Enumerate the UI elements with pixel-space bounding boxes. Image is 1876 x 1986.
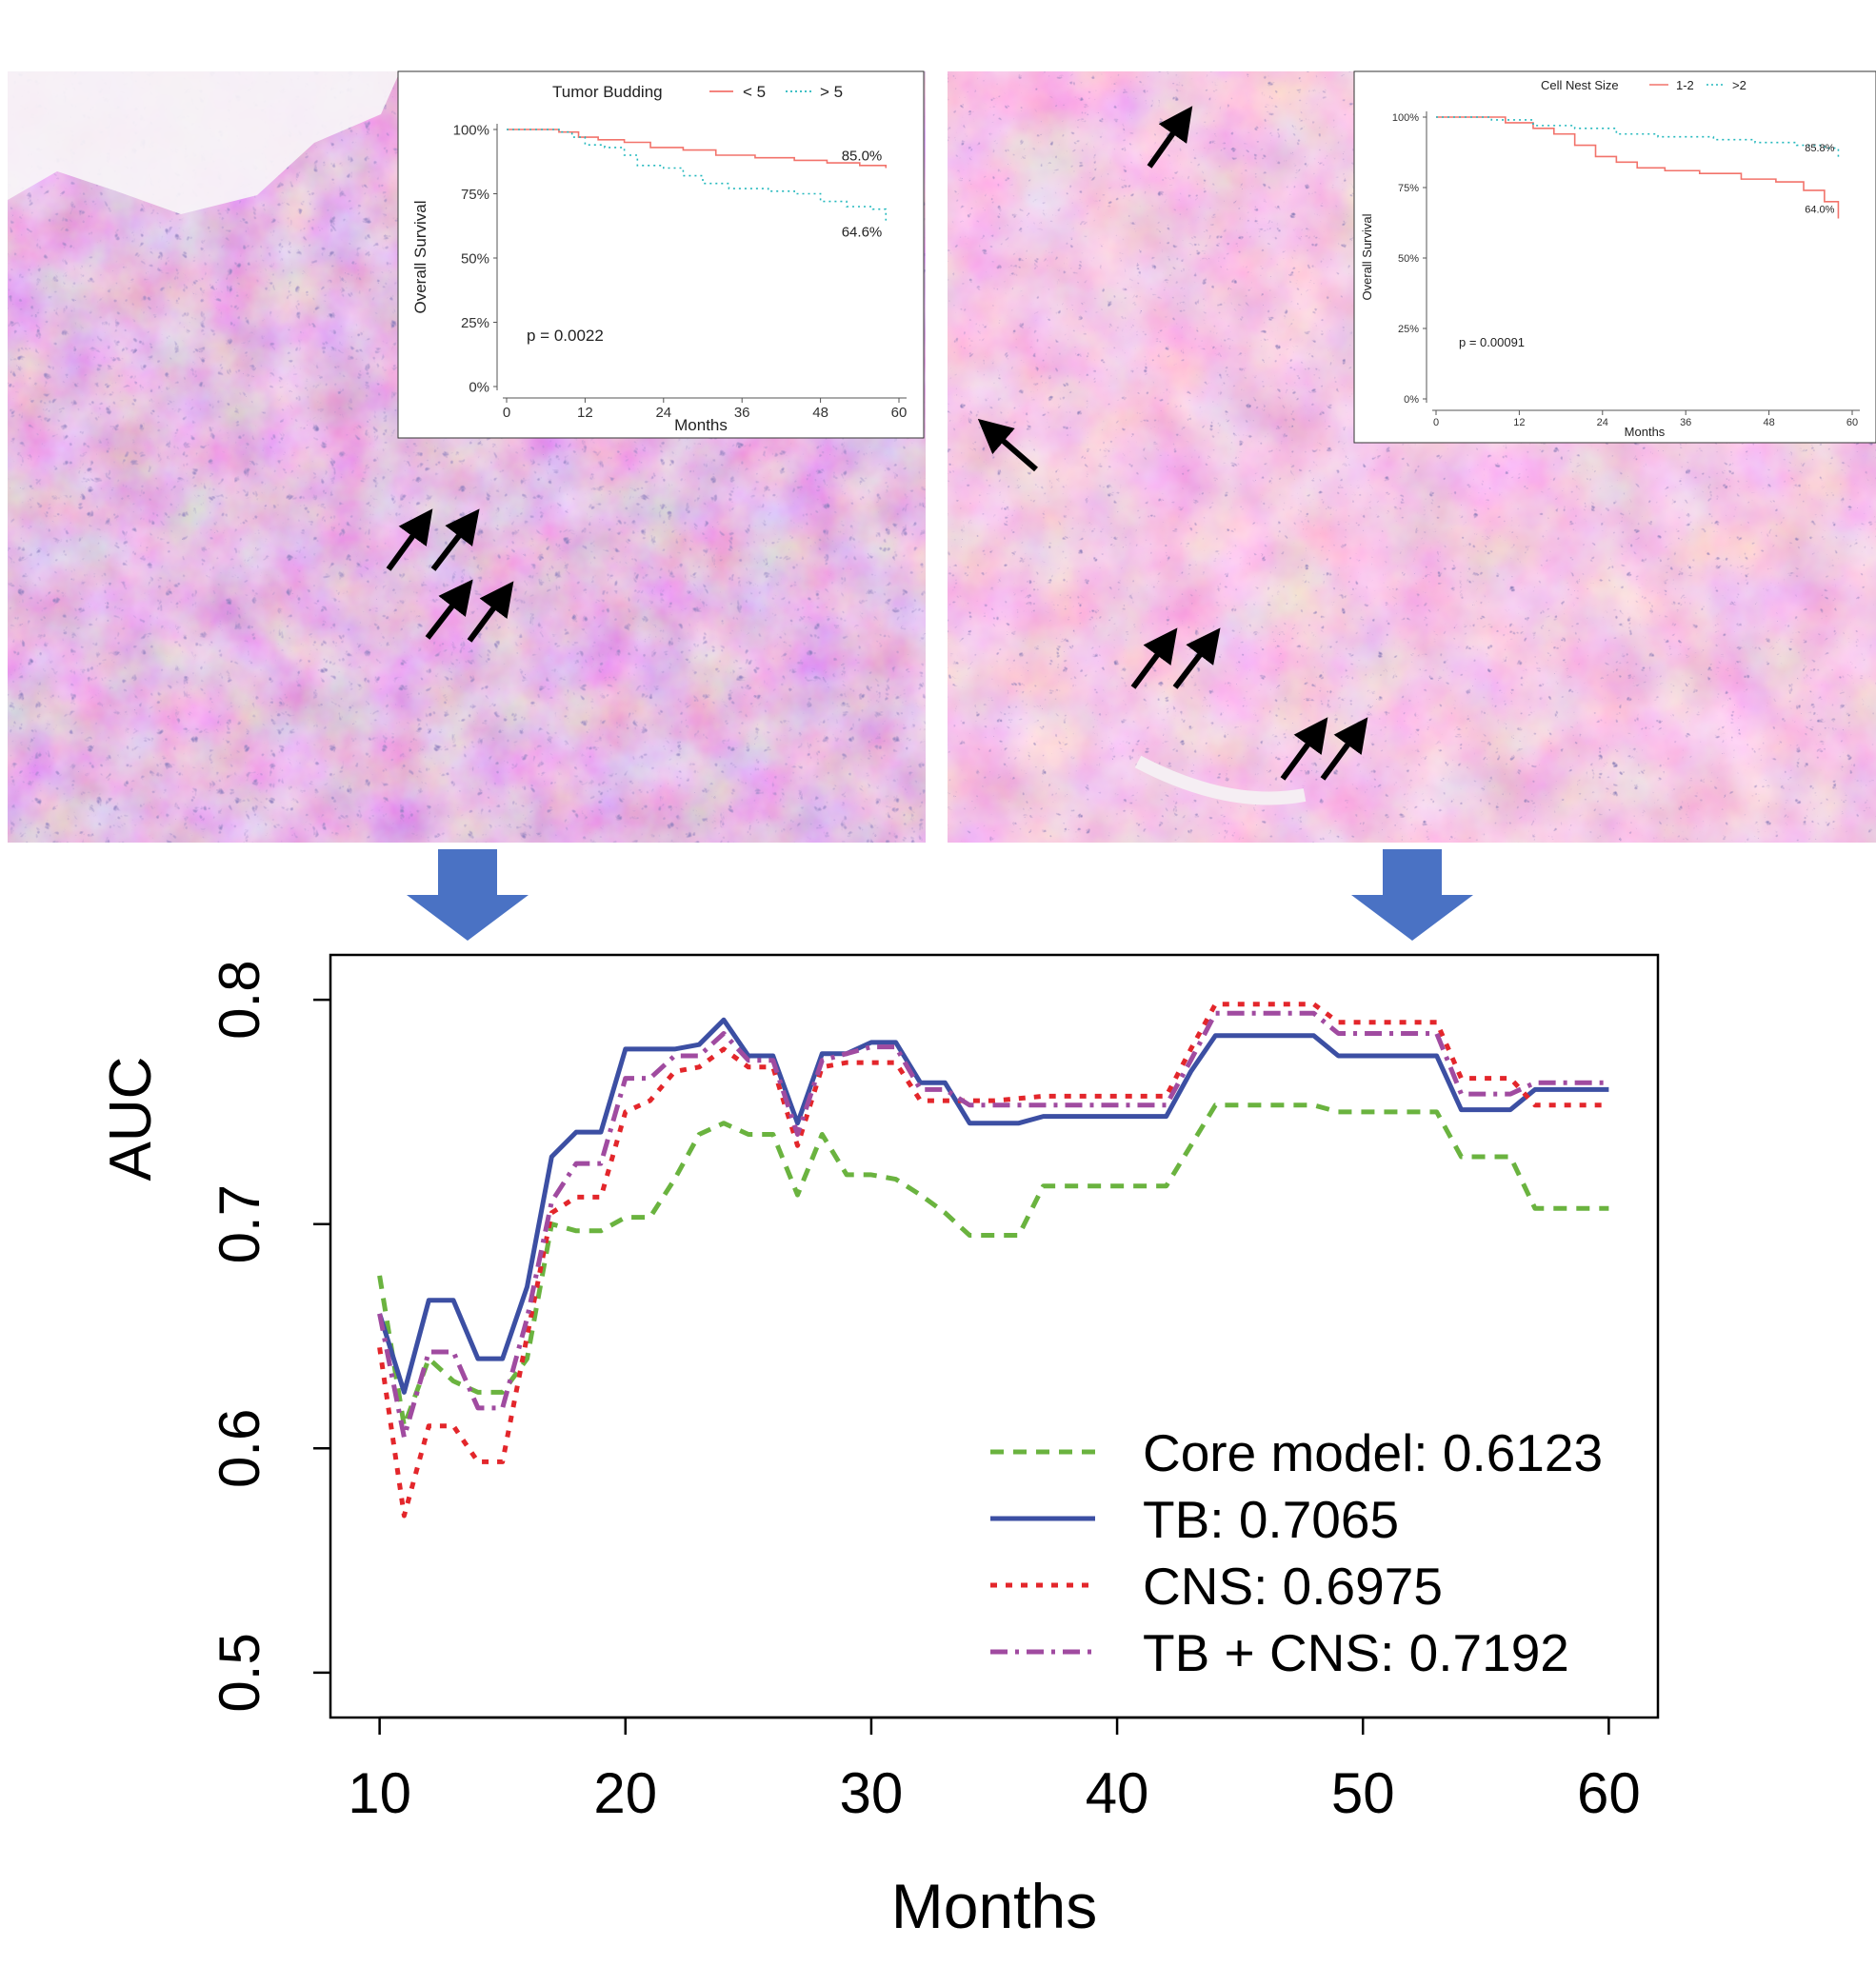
auc-y-tick-label: 0.7 <box>208 1184 271 1263</box>
cell-nest-arrow <box>1320 717 1368 781</box>
km-x-tick-label: 48 <box>1763 417 1774 428</box>
auc-x-axis-title: Months <box>891 1871 1097 1941</box>
auc-x-tick-label: 30 <box>840 1761 904 1825</box>
auc-legend-label-cns: CNS: 0.6975 <box>1143 1557 1443 1616</box>
auc-x-tick-label: 10 <box>348 1761 411 1825</box>
km-end-label: 64.6% <box>842 225 883 241</box>
km-x-tick-label: 48 <box>812 405 828 421</box>
km-y-tick-label: 25% <box>1398 324 1419 335</box>
km-legend-title: Cell Nest Size <box>1541 78 1619 92</box>
km-y-axis-title: Overall Survival <box>411 200 429 313</box>
auc-line-tb-cns <box>377 1010 1609 1440</box>
km-inset-background <box>1353 70 1876 444</box>
auc-chart: AUC Months 10 20 30 40 50 60 0.5 0.6 0.7 0.8 Core… <box>98 953 1660 1941</box>
km-x-tick-label: 60 <box>1846 417 1858 428</box>
cell-nest-arrow <box>977 418 1038 472</box>
km-p-value: p = 0.0022 <box>527 327 604 345</box>
auc-y-tick-label: 0.8 <box>208 960 271 1039</box>
cell-nest-arrow <box>1172 627 1221 689</box>
auc-x-tick-label: 60 <box>1577 1761 1641 1825</box>
tumor-bud-arrows <box>386 508 514 643</box>
km-x-tick-label: 12 <box>1513 417 1525 428</box>
auc-line-core-model <box>377 1102 1609 1429</box>
auc-y-tick-label: 0.6 <box>208 1409 271 1488</box>
cell-nest-arrows <box>977 106 1368 781</box>
histology-right-vessel <box>1134 755 1307 805</box>
km-y-tick-label: 100% <box>453 122 489 138</box>
km-y-tick-label: 0% <box>469 379 489 395</box>
km-x-tick-label: 0 <box>1433 417 1439 428</box>
km-y-tick-label: 50% <box>1398 253 1419 265</box>
auc-x-tick-label: 40 <box>1086 1761 1149 1825</box>
km-end-label: 85.8% <box>1805 143 1834 154</box>
km-y-tick-label: 25% <box>461 315 489 331</box>
km-survival-curve-2 <box>1436 116 1840 158</box>
auc-x-tick-label: 50 <box>1331 1761 1395 1825</box>
km-y-tick-label: 75% <box>461 187 489 203</box>
km-x-tick-label: 36 <box>734 405 750 421</box>
auc-legend-label-tb: TB: 0.7065 <box>1143 1490 1399 1549</box>
auc-y-tick-label: 0.5 <box>208 1633 271 1712</box>
km-legend-label-series-2: >2 <box>1732 78 1746 92</box>
tumor-bud-arrow <box>467 581 514 643</box>
auc-line-tb <box>377 1017 1609 1395</box>
cell-nest-arrow <box>1147 106 1193 169</box>
km-x-tick-label: 24 <box>655 405 671 421</box>
km-y-tick-label: 0% <box>1404 394 1419 406</box>
auc-line-cns <box>377 1002 1609 1519</box>
auc-legend-label-core-model: Core model: 0.6123 <box>1143 1423 1603 1482</box>
histology-left-whitespace <box>8 71 400 214</box>
km-plot-tumor-budding: Tumor Budding < 5 > 5 Overall Survival M… <box>397 70 925 439</box>
km-x-axis-title: Months <box>1625 425 1666 439</box>
km-x-tick-label: 60 <box>891 405 908 421</box>
cell-nest-arrow <box>1130 627 1178 689</box>
auc-legend-label-tb-cns: TB + CNS: 0.7192 <box>1143 1623 1569 1682</box>
km-legend-label-series-1: 1-2 <box>1676 78 1694 92</box>
auc-y-axis-title: AUC <box>98 1057 164 1182</box>
tumor-bud-arrow <box>425 579 473 640</box>
down-arrow-left <box>407 849 529 941</box>
cell-nest-arrow <box>1280 717 1328 781</box>
auc-legend: Core model: 0.6123 TB: 0.7065 CNS: 0.6975 T… <box>990 1423 1603 1682</box>
km-y-axis-title: Overall Survival <box>1360 213 1374 300</box>
km-legend-label-series-1: < 5 <box>743 83 766 101</box>
auc-axes: 10 20 30 40 50 60 0.5 0.6 0.7 0.8 <box>208 960 1641 1825</box>
tumor-bud-arrow <box>386 508 433 571</box>
km-end-label: 64.0% <box>1805 205 1834 216</box>
km-x-tick-label: 36 <box>1680 417 1691 428</box>
km-legend-title: Tumor Budding <box>552 83 663 101</box>
km-y-tick-label: 50% <box>461 250 489 267</box>
km-end-label: 85.0% <box>842 149 883 165</box>
km-x-axis-title: Months <box>674 416 728 434</box>
km-inset-background <box>397 70 925 439</box>
km-p-value: p = 0.00091 <box>1459 335 1525 349</box>
km-y-tick-label: 75% <box>1398 183 1419 194</box>
km-survival-curve-1 <box>507 129 888 169</box>
km-legend-label-series-2: > 5 <box>820 83 843 101</box>
km-survival-curve-2 <box>507 129 888 221</box>
km-x-tick-label: 0 <box>503 405 510 421</box>
km-y-tick-label: 100% <box>1392 112 1419 124</box>
auc-x-tick-label: 20 <box>593 1761 657 1825</box>
km-survival-curve-1 <box>1436 116 1840 219</box>
down-arrow-right <box>1351 849 1473 941</box>
km-x-tick-label: 12 <box>577 405 593 421</box>
km-x-tick-label: 24 <box>1597 417 1608 428</box>
auc-series <box>377 1002 1609 1519</box>
km-plot-cell-nest-size: Cell Nest Size 1-2 >2 Overall Survival M… <box>1353 70 1876 444</box>
tumor-bud-arrow <box>430 508 480 571</box>
